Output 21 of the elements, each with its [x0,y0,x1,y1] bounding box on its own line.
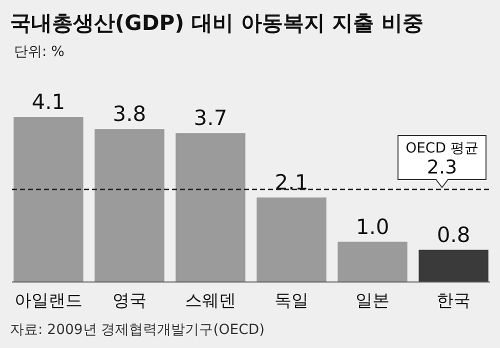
x-tick-label: 한국 [436,291,471,311]
x-tick-label: 아일랜드 [14,291,82,311]
data-label: 4.1 [32,90,66,114]
data-label: 0.8 [436,222,470,247]
x-tick-label: 스웨덴 [184,291,236,311]
x-tick-label: 일본 [356,291,390,311]
x-tick-label: 영국 [112,291,146,311]
bar [338,242,408,282]
ref-line-label: OECD 평균 2.3 [406,140,478,178]
text: 자료: 2009년 경제협력개발기구(OECD) [10,322,265,338]
data-label: 3.8 [112,102,146,126]
bar [418,250,488,282]
bar [94,129,164,282]
x-tick-label: 독일 [274,291,309,311]
data-label: 3.7 [194,106,228,130]
bar [256,197,326,282]
chart-subtitle: 단위: % [14,44,64,60]
bar [14,117,84,282]
data-label: 1.0 [356,214,390,239]
chart-title: 국내총생산(GDP) 대비 아동복지 지출 비중 [10,11,424,35]
bar [176,133,246,282]
